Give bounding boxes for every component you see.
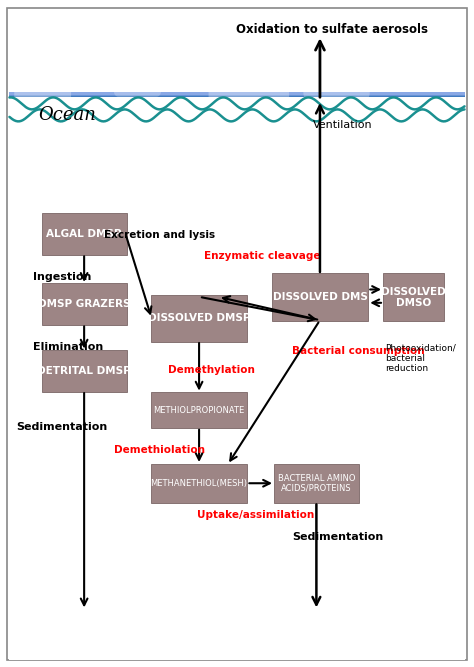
Bar — [9, 97, 465, 660]
Bar — [9, 93, 465, 95]
FancyBboxPatch shape — [14, 72, 71, 101]
Bar — [9, 93, 465, 95]
Text: Uptake/assimilation: Uptake/assimilation — [197, 510, 314, 520]
FancyBboxPatch shape — [9, 20, 104, 53]
Bar — [9, 94, 465, 96]
Bar — [9, 94, 465, 97]
FancyBboxPatch shape — [42, 213, 127, 255]
Text: Atmosphere: Atmosphere — [47, 45, 157, 62]
Bar — [9, 94, 465, 96]
FancyBboxPatch shape — [274, 464, 359, 503]
Text: Elimination: Elimination — [33, 342, 103, 352]
Text: Bacterial consumption: Bacterial consumption — [292, 346, 425, 356]
Bar — [9, 94, 465, 96]
Bar — [9, 93, 465, 96]
Bar — [9, 94, 465, 96]
Bar — [9, 93, 465, 95]
Text: Ingestion: Ingestion — [33, 272, 91, 281]
Text: DETRITAL DMSP: DETRITAL DMSP — [37, 366, 131, 376]
FancyBboxPatch shape — [42, 283, 127, 325]
Text: Oxidation to sulfate aerosols: Oxidation to sulfate aerosols — [236, 23, 428, 36]
Bar — [9, 94, 465, 97]
Text: ALGAL DMSP: ALGAL DMSP — [46, 229, 122, 239]
FancyBboxPatch shape — [337, 23, 412, 57]
Text: DISSOLVED DMSP: DISSOLVED DMSP — [148, 313, 250, 323]
Bar — [9, 93, 465, 95]
FancyBboxPatch shape — [114, 70, 161, 97]
FancyBboxPatch shape — [209, 75, 289, 105]
Bar — [9, 93, 465, 95]
FancyBboxPatch shape — [383, 273, 444, 321]
Bar — [9, 94, 465, 96]
FancyBboxPatch shape — [7, 8, 467, 660]
FancyBboxPatch shape — [256, 14, 360, 42]
Text: Sedimentation: Sedimentation — [292, 532, 384, 542]
Bar — [9, 94, 465, 97]
Bar — [9, 93, 465, 95]
Bar — [9, 92, 465, 95]
FancyBboxPatch shape — [393, 19, 450, 45]
Text: Ventilation: Ventilation — [313, 121, 373, 130]
Bar — [9, 94, 465, 96]
Bar — [9, 93, 465, 96]
Text: BACTERIAL AMINO
ACIDS/PROTEINS: BACTERIAL AMINO ACIDS/PROTEINS — [278, 474, 355, 493]
Bar — [9, 93, 465, 95]
Text: METHANETHIOL(MESH): METHANETHIOL(MESH) — [151, 479, 247, 488]
Bar — [9, 93, 465, 95]
FancyBboxPatch shape — [303, 71, 370, 99]
Text: DISSOLVED
DMSO: DISSOLVED DMSO — [381, 287, 446, 308]
Bar — [9, 94, 465, 97]
Text: Demethiolation: Demethiolation — [114, 446, 205, 455]
Bar — [9, 94, 465, 96]
Bar — [9, 93, 465, 95]
Text: Excretion and lysis: Excretion and lysis — [104, 230, 215, 239]
Bar — [9, 92, 465, 95]
FancyBboxPatch shape — [42, 350, 127, 392]
Bar — [9, 95, 465, 97]
Bar — [9, 93, 465, 95]
FancyBboxPatch shape — [151, 392, 247, 428]
Bar — [9, 93, 465, 95]
Bar — [9, 93, 465, 95]
Bar — [9, 94, 465, 96]
Bar — [9, 93, 465, 95]
Bar — [9, 93, 465, 95]
FancyBboxPatch shape — [151, 295, 247, 342]
Bar — [9, 95, 465, 97]
Text: DISSOLVED DMS: DISSOLVED DMS — [273, 293, 367, 302]
Bar — [9, 93, 465, 95]
Bar — [9, 93, 465, 95]
Bar — [9, 93, 465, 95]
Text: DMSP GRAZERS: DMSP GRAZERS — [38, 299, 130, 309]
FancyBboxPatch shape — [272, 273, 368, 321]
Bar — [9, 93, 465, 96]
FancyBboxPatch shape — [81, 18, 147, 49]
Bar — [9, 93, 465, 95]
Text: METHIOLPROPIONATE: METHIOLPROPIONATE — [154, 406, 245, 415]
Text: Ocean: Ocean — [38, 106, 96, 123]
FancyBboxPatch shape — [151, 464, 247, 503]
Text: Sedimentation: Sedimentation — [17, 422, 108, 432]
Bar — [9, 93, 465, 95]
Bar — [9, 93, 465, 96]
Text: Demethylation: Demethylation — [168, 366, 255, 375]
Text: Enzymatic cleavage: Enzymatic cleavage — [204, 251, 320, 261]
Bar — [9, 93, 465, 95]
Text: Photooxidation/
bacterial
reduction: Photooxidation/ bacterial reduction — [385, 344, 456, 374]
